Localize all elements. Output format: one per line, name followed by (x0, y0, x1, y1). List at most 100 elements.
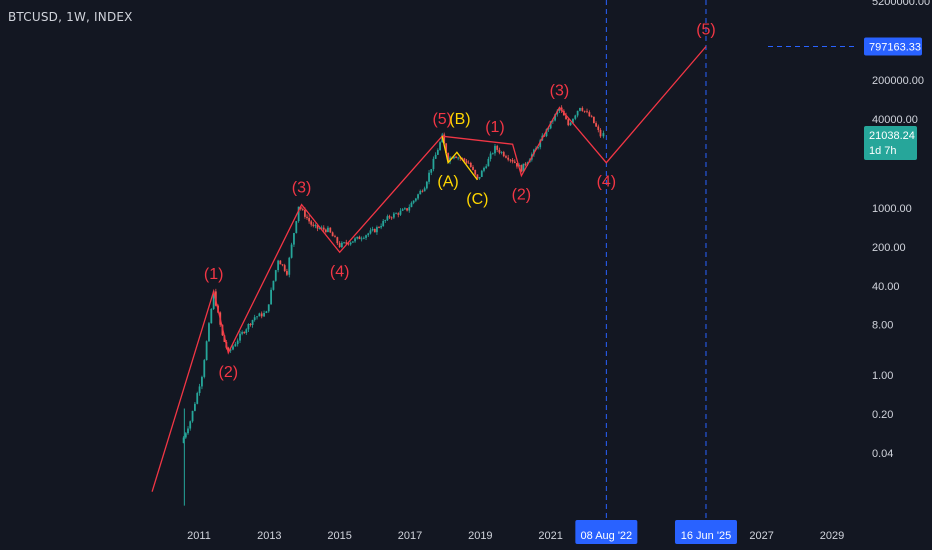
price-axis-tick-label: 8.00 (872, 320, 893, 332)
candle-body (430, 169, 433, 173)
candle-body (491, 153, 494, 155)
candle-body (414, 198, 417, 201)
candle-body (436, 150, 439, 155)
candle-body (210, 308, 213, 324)
candle-body (334, 236, 336, 238)
candle-body (191, 410, 194, 422)
candle-body (443, 134, 446, 144)
target-price-tag-label: 797163.33 (869, 41, 921, 53)
candle-body (549, 121, 552, 129)
time-axis-tick-label: 2029 (820, 530, 844, 542)
candle-body (376, 227, 378, 233)
candle-body (380, 226, 383, 228)
candle-body (316, 225, 319, 229)
candle-body (256, 316, 258, 318)
candle-body (384, 220, 387, 221)
candle-body (498, 149, 501, 153)
candle-body (251, 320, 254, 325)
candle-body (234, 344, 237, 347)
candle-body (351, 241, 354, 243)
candle-body (483, 167, 485, 171)
candle-body (390, 217, 393, 219)
elliott-wave-red-line (151, 46, 707, 492)
candle-body (338, 243, 341, 248)
wave-label: (5) (696, 21, 716, 38)
candle-body (588, 112, 591, 117)
candle-body (249, 324, 252, 325)
candle-body (295, 221, 298, 234)
candle-body (565, 115, 567, 120)
candle-body (524, 163, 527, 165)
candle-body (397, 213, 400, 215)
wave-label: (2) (512, 187, 532, 204)
candle-body (283, 265, 286, 271)
price-axis-tick-label: 1.00 (872, 370, 893, 382)
candle-body (455, 156, 457, 158)
time-axis-tick-label: 2019 (468, 530, 492, 542)
time-axis-tick-label: 2013 (257, 530, 281, 542)
time-axis-tick-label: 2017 (398, 530, 422, 542)
candle-body (203, 360, 206, 377)
candle-body (270, 289, 272, 305)
candle-body (399, 210, 402, 215)
candle-body (388, 216, 391, 218)
wave-label: (2) (219, 364, 239, 381)
price-axis-tick-label: 40000.00 (872, 114, 918, 126)
candle-body (500, 152, 503, 153)
candle-body (469, 162, 472, 168)
candle-body (193, 403, 196, 411)
candle-body (545, 129, 548, 137)
candle-body (401, 209, 404, 211)
candle-body (371, 228, 374, 231)
candle-body (551, 120, 554, 122)
candle-body (236, 340, 239, 345)
candle-body (539, 140, 542, 148)
candle-body (467, 162, 470, 164)
candle-body (182, 437, 185, 444)
target-price-tag-box (864, 37, 922, 56)
candle-body (196, 393, 199, 404)
candle-body (229, 349, 232, 351)
price-scale[interactable]: 5200000.00 200000.00 40000.00 1000.00 200.00… (872, 0, 930, 460)
candle-body (434, 154, 437, 159)
candle-body (343, 242, 345, 244)
candle-body (208, 323, 210, 342)
candle-body (457, 157, 460, 159)
candle-body (369, 230, 372, 234)
candle-body (299, 206, 302, 210)
candle-body (408, 207, 411, 211)
candle-body (290, 244, 293, 258)
candle-body (406, 208, 408, 211)
time-axis-tick-label: 2027 (749, 530, 773, 542)
candle-body (599, 129, 602, 137)
candle-body (279, 260, 282, 265)
time-scale[interactable]: 2011 2013 2015 2017 2019 2021 08 Aug '22 16 Jun… (187, 520, 844, 544)
date-tag-label: 16 Jun '25 (681, 530, 731, 542)
candle-body (522, 163, 525, 172)
candle-body (241, 332, 244, 334)
candle-body (583, 110, 586, 112)
price-axis-tick-label: 0.04 (872, 448, 893, 460)
candle-body (187, 428, 189, 434)
candle-body (507, 157, 510, 160)
candle-body (425, 181, 428, 189)
candle-body (320, 227, 323, 229)
candle-body (602, 133, 605, 137)
wave-label: (B) (449, 111, 470, 128)
candle-body (212, 291, 215, 309)
candle-body (304, 209, 306, 217)
price-series-group (182, 105, 605, 506)
candle-body (520, 165, 523, 172)
wave-label: (4) (597, 174, 617, 191)
candle-body (410, 202, 413, 208)
candle-body (367, 233, 370, 236)
wave-label: (1) (204, 266, 224, 283)
candle-body (459, 157, 462, 159)
time-axis-tick-label: 2021 (538, 530, 562, 542)
candle-body (314, 225, 317, 227)
candle-body (392, 213, 395, 218)
candle-body (322, 227, 325, 230)
candle-body (362, 237, 365, 239)
candle-body (286, 270, 288, 275)
